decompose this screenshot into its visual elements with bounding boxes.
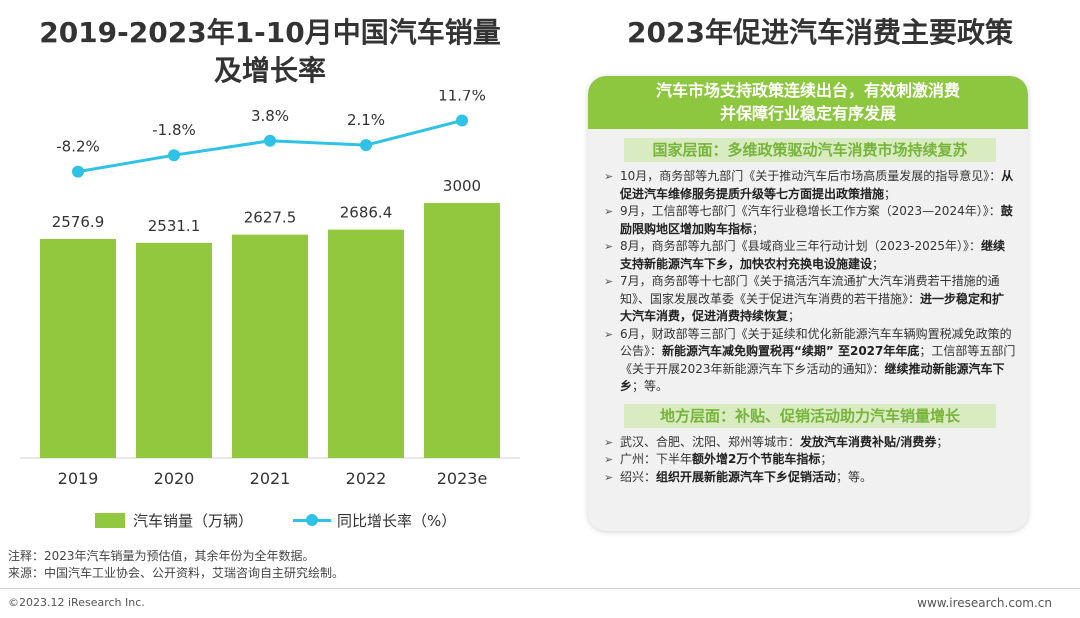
bullet-arrow-icon: ➢: [604, 275, 614, 288]
growth-rate-label: -8.2%: [56, 138, 100, 156]
bar-2019: [40, 238, 116, 458]
bar-value-label: 3000: [443, 177, 481, 195]
bullet-arrow-icon: ➢: [604, 453, 614, 466]
bar-value-label: 2531.1: [148, 217, 201, 235]
bar-value-label: 2686.4: [340, 204, 393, 222]
policy-title: 2023年促进汽车消费主要政策: [627, 16, 1013, 49]
policy-item-text: 6月，财政部等三部门《关于延续和优化新能源汽车车辆购置税减免政策的公告》：新能源…: [620, 326, 1016, 394]
growth-rate-point: [168, 149, 180, 162]
policy-item: ➢ 8月，商务部等九部门《县域商业三年行动计划（2023-2025年）》：继续支持…: [604, 238, 1016, 273]
footnote-source: 来源：中国汽车工业协会、公开资料，艾瑞咨询自主研究绘制。: [8, 566, 345, 580]
chart-title-line1: 2019-2023年1-10月中国汽车销量: [39, 16, 501, 49]
panel-body: 国家层面：多维政策驱动汽车消费市场持续复苏 ➢ 10月，商务部等九部门《关于推动汽…: [588, 129, 1028, 486]
policy-item: ➢ 绍兴：组织开展新能源汽车下乡促销活动；等。: [604, 469, 1016, 487]
x-tick-label: 2023e: [437, 469, 488, 488]
policy-item: ➢ 武汉、合肥、沈阳、郑州等城市：发放汽车消费补贴/消费券；: [604, 434, 1016, 452]
growth-rate-point: [264, 134, 276, 147]
bullet-arrow-icon: ➢: [604, 327, 614, 341]
copyright: ©2023.12 iResearch Inc.: [8, 596, 145, 609]
growth-rate-label: 3.8%: [251, 107, 289, 125]
policy-item: ➢ 6月，财政部等三部门《关于延续和优化新能源汽车车辆购置税减免政策的公告》：新能…: [604, 326, 1016, 396]
bullet-arrow-icon: ➢: [604, 240, 614, 253]
growth-rate-label: 11.7%: [438, 90, 486, 104]
bar-2023e: [424, 203, 500, 458]
bar-2022: [328, 229, 404, 458]
legend-bar-label: 汽车销量（万辆）: [133, 511, 254, 530]
growth-rate-point: [456, 114, 468, 127]
footer-divider: [0, 588, 1080, 589]
policy-item: ➢ 7月，商务部等十七部门《关于搞活汽车流通扩大汽车消费若干措施的通知》、国家发展…: [604, 273, 1016, 326]
growth-rate-point: [360, 139, 372, 152]
bullet-arrow-icon: ➢: [604, 435, 614, 449]
policy-item-text: 广州：下半年额外增2万个节能车指标；: [620, 452, 833, 466]
bullet-arrow-icon: ➢: [604, 470, 614, 484]
policy-item: ➢ 9月，工信部等七部门《汽车行业稳增长工作方案（2023—2024年）》：鼓励限…: [604, 203, 1016, 238]
panel-header: 汽车市场支持政策连续出台，有效刺激消费 并保障行业稳定有序发展: [588, 76, 1028, 129]
local-section-title: 地方层面：补贴、促销活动助力汽车销量增长: [624, 403, 996, 428]
legend-line-label: 同比增长率（%）: [337, 511, 457, 530]
bar-value-label: 2627.5: [244, 209, 297, 227]
national-policy-list: ➢ 10月，商务部等九部门《关于推动汽车后市场高质量发展的指导意见》：从促进汽车维…: [604, 168, 1016, 396]
x-tick-label: 2020: [154, 469, 195, 488]
x-tick-label: 2021: [250, 469, 291, 488]
combo-chart: 2576.9 2019 2531.1 2020 2627.5 2021 2686.4 2022…: [20, 90, 520, 488]
policy-item-text: 10月，商务部等九部门《关于推动汽车后市场高质量发展的指导意见》：从促进汽车维修…: [620, 169, 1014, 201]
chart-title: 2019-2023年1-10月中国汽车销量 及增长率: [0, 14, 540, 90]
policy-item-text: 绍兴：组织开展新能源汽车下乡促销活动；等。: [620, 469, 873, 484]
bar-value-label: 2576.9: [52, 213, 105, 231]
national-section-title: 国家层面：多维政策驱动汽车消费市场持续复苏: [624, 138, 996, 162]
policy-item-text: 7月，商务部等十七部门《关于搞活汽车流通扩大汽车消费若干措施的通知》、国家发展改…: [620, 274, 1005, 323]
footnote-note: 注释：2023年汽车销量为预估值，其余年份为全年数据。: [8, 549, 315, 563]
policy-item-text: 9月，工信部等七部门《汽车行业稳增长工作方案（2023—2024年）》：鼓励限购…: [620, 204, 1013, 236]
legend-bar-swatch: [95, 512, 125, 528]
growth-rate-label: 2.1%: [347, 111, 385, 129]
policy-item-text: 8月，商务部等九部门《县域商业三年行动计划（2023-2025年）》：继续支持新…: [620, 239, 1006, 271]
chart-legend: 汽车销量（万辆） 同比增长率（%）: [95, 508, 515, 532]
bullet-arrow-icon: ➢: [604, 170, 614, 183]
chart-title-line2: 及增长率: [213, 54, 326, 87]
legend-line-swatch: [293, 513, 332, 527]
policy-item: ➢ 10月，商务部等九部门《关于推动汽车后市场高质量发展的指导意见》：从促进汽车维…: [604, 168, 1016, 203]
website-link[interactable]: www.iresearch.com.cn: [917, 596, 1052, 610]
growth-rate-point: [72, 165, 84, 178]
panel-header-line2: 并保障行业稳定有序发展: [719, 104, 896, 123]
bar-2021: [232, 234, 308, 458]
policy-panel: 汽车市场支持政策连续出台，有效刺激消费 并保障行业稳定有序发展 国家层面：多维政…: [588, 76, 1028, 531]
bar-2020: [136, 242, 212, 458]
bullet-arrow-icon: ➢: [604, 205, 614, 218]
growth-rate-label: -1.8%: [152, 121, 196, 139]
local-policy-list: ➢ 武汉、合肥、沈阳、郑州等城市：发放汽车消费补贴/消费券； ➢ 广州：下半年额外增2…: [604, 434, 1016, 487]
panel-header-line1: 汽车市场支持政策连续出台，有效刺激消费: [655, 81, 960, 100]
x-tick-label: 2019: [58, 469, 99, 488]
x-tick-label: 2022: [346, 469, 387, 488]
footnotes: 注释：2023年汽车销量为预估值，其余年份为全年数据。 来源：中国汽车工业协会、…: [8, 548, 344, 582]
policy-item: ➢ 广州：下半年额外增2万个节能车指标；: [604, 451, 1016, 469]
policy-item-text: 武汉、合肥、沈阳、郑州等城市：发放汽车消费补贴/消费券；: [620, 434, 949, 449]
